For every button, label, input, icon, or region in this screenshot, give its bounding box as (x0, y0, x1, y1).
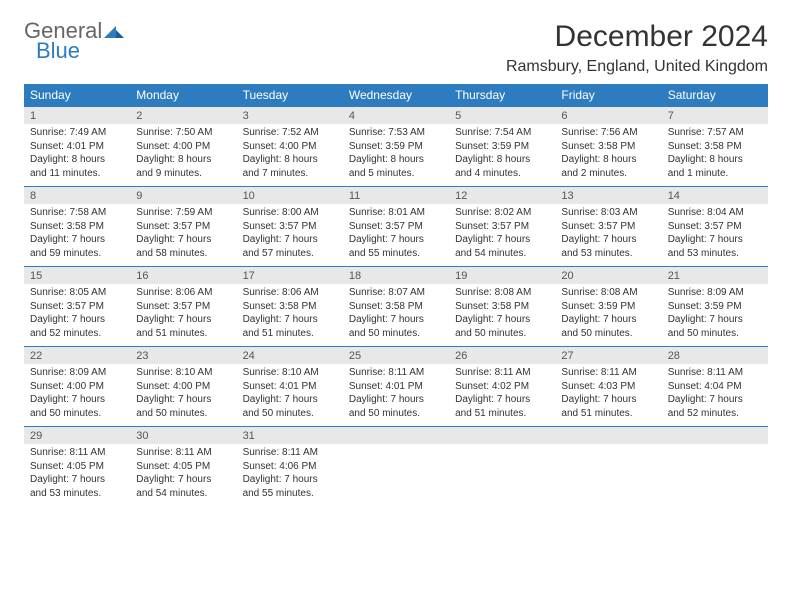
day-number-1: 1 (24, 107, 130, 125)
day-number-3: 3 (237, 107, 343, 125)
week-3-body: Sunrise: 8:05 AMSunset: 3:57 PMDaylight:… (24, 284, 768, 347)
day-header-friday: Friday (555, 84, 661, 107)
day-number-13: 13 (555, 187, 661, 205)
day-number-14: 14 (662, 187, 768, 205)
day-header-sunday: Sunday (24, 84, 130, 107)
week-5-numbers: 293031 (24, 427, 768, 445)
day-number-4: 4 (343, 107, 449, 125)
day-number-12: 12 (449, 187, 555, 205)
day-cell-18: Sunrise: 8:07 AMSunset: 3:58 PMDaylight:… (343, 284, 449, 347)
day-number-empty (555, 427, 661, 445)
day-cell-31: Sunrise: 8:11 AMSunset: 4:06 PMDaylight:… (237, 444, 343, 506)
day-cell-9: Sunrise: 7:59 AMSunset: 3:57 PMDaylight:… (130, 204, 236, 267)
week-1-body: Sunrise: 7:49 AMSunset: 4:01 PMDaylight:… (24, 124, 768, 187)
day-cell-10: Sunrise: 8:00 AMSunset: 3:57 PMDaylight:… (237, 204, 343, 267)
day-number-17: 17 (237, 267, 343, 285)
header: General Blue December 2024 Ramsbury, Eng… (24, 20, 768, 76)
day-number-7: 7 (662, 107, 768, 125)
day-cell-empty (449, 444, 555, 506)
day-number-18: 18 (343, 267, 449, 285)
day-number-16: 16 (130, 267, 236, 285)
day-number-20: 20 (555, 267, 661, 285)
day-number-23: 23 (130, 347, 236, 365)
day-header-saturday: Saturday (662, 84, 768, 107)
day-cell-21: Sunrise: 8:09 AMSunset: 3:59 PMDaylight:… (662, 284, 768, 347)
day-cell-12: Sunrise: 8:02 AMSunset: 3:57 PMDaylight:… (449, 204, 555, 267)
day-cell-27: Sunrise: 8:11 AMSunset: 4:03 PMDaylight:… (555, 364, 661, 427)
day-number-2: 2 (130, 107, 236, 125)
day-cell-7: Sunrise: 7:57 AMSunset: 3:58 PMDaylight:… (662, 124, 768, 187)
day-header-row: SundayMondayTuesdayWednesdayThursdayFrid… (24, 84, 768, 107)
day-number-26: 26 (449, 347, 555, 365)
day-number-10: 10 (237, 187, 343, 205)
day-cell-30: Sunrise: 8:11 AMSunset: 4:05 PMDaylight:… (130, 444, 236, 506)
day-number-19: 19 (449, 267, 555, 285)
day-cell-13: Sunrise: 8:03 AMSunset: 3:57 PMDaylight:… (555, 204, 661, 267)
logo-icon (104, 20, 124, 42)
day-number-15: 15 (24, 267, 130, 285)
week-1-numbers: 1234567 (24, 107, 768, 125)
day-header-monday: Monday (130, 84, 236, 107)
day-number-28: 28 (662, 347, 768, 365)
week-3-numbers: 15161718192021 (24, 267, 768, 285)
day-number-24: 24 (237, 347, 343, 365)
day-header-thursday: Thursday (449, 84, 555, 107)
day-number-5: 5 (449, 107, 555, 125)
page-title: December 2024 (506, 20, 768, 54)
day-number-25: 25 (343, 347, 449, 365)
logo: General Blue (24, 20, 124, 62)
day-number-27: 27 (555, 347, 661, 365)
week-4-body: Sunrise: 8:09 AMSunset: 4:00 PMDaylight:… (24, 364, 768, 427)
day-number-8: 8 (24, 187, 130, 205)
day-number-9: 9 (130, 187, 236, 205)
week-2-body: Sunrise: 7:58 AMSunset: 3:58 PMDaylight:… (24, 204, 768, 267)
day-cell-16: Sunrise: 8:06 AMSunset: 3:57 PMDaylight:… (130, 284, 236, 347)
day-cell-empty (555, 444, 661, 506)
day-cell-23: Sunrise: 8:10 AMSunset: 4:00 PMDaylight:… (130, 364, 236, 427)
day-number-empty (343, 427, 449, 445)
day-cell-15: Sunrise: 8:05 AMSunset: 3:57 PMDaylight:… (24, 284, 130, 347)
day-cell-17: Sunrise: 8:06 AMSunset: 3:58 PMDaylight:… (237, 284, 343, 347)
logo-line2: Blue (36, 40, 80, 62)
calendar-table: SundayMondayTuesdayWednesdayThursdayFrid… (24, 84, 768, 506)
day-number-22: 22 (24, 347, 130, 365)
day-cell-22: Sunrise: 8:09 AMSunset: 4:00 PMDaylight:… (24, 364, 130, 427)
day-number-21: 21 (662, 267, 768, 285)
day-cell-24: Sunrise: 8:10 AMSunset: 4:01 PMDaylight:… (237, 364, 343, 427)
day-cell-14: Sunrise: 8:04 AMSunset: 3:57 PMDaylight:… (662, 204, 768, 267)
week-5-body: Sunrise: 8:11 AMSunset: 4:05 PMDaylight:… (24, 444, 768, 506)
day-cell-19: Sunrise: 8:08 AMSunset: 3:58 PMDaylight:… (449, 284, 555, 347)
day-header-tuesday: Tuesday (237, 84, 343, 107)
day-cell-26: Sunrise: 8:11 AMSunset: 4:02 PMDaylight:… (449, 364, 555, 427)
day-number-29: 29 (24, 427, 130, 445)
day-header-wednesday: Wednesday (343, 84, 449, 107)
day-number-30: 30 (130, 427, 236, 445)
day-cell-20: Sunrise: 8:08 AMSunset: 3:59 PMDaylight:… (555, 284, 661, 347)
day-cell-8: Sunrise: 7:58 AMSunset: 3:58 PMDaylight:… (24, 204, 130, 267)
day-number-empty (449, 427, 555, 445)
day-cell-4: Sunrise: 7:53 AMSunset: 3:59 PMDaylight:… (343, 124, 449, 187)
day-number-6: 6 (555, 107, 661, 125)
day-cell-2: Sunrise: 7:50 AMSunset: 4:00 PMDaylight:… (130, 124, 236, 187)
day-cell-28: Sunrise: 8:11 AMSunset: 4:04 PMDaylight:… (662, 364, 768, 427)
week-4-numbers: 22232425262728 (24, 347, 768, 365)
day-number-31: 31 (237, 427, 343, 445)
week-2-numbers: 891011121314 (24, 187, 768, 205)
location: Ramsbury, England, United Kingdom (506, 58, 768, 76)
day-number-empty (662, 427, 768, 445)
day-cell-29: Sunrise: 8:11 AMSunset: 4:05 PMDaylight:… (24, 444, 130, 506)
day-cell-empty (343, 444, 449, 506)
day-cell-25: Sunrise: 8:11 AMSunset: 4:01 PMDaylight:… (343, 364, 449, 427)
day-cell-3: Sunrise: 7:52 AMSunset: 4:00 PMDaylight:… (237, 124, 343, 187)
day-cell-11: Sunrise: 8:01 AMSunset: 3:57 PMDaylight:… (343, 204, 449, 267)
day-number-11: 11 (343, 187, 449, 205)
day-cell-1: Sunrise: 7:49 AMSunset: 4:01 PMDaylight:… (24, 124, 130, 187)
day-cell-6: Sunrise: 7:56 AMSunset: 3:58 PMDaylight:… (555, 124, 661, 187)
day-cell-empty (662, 444, 768, 506)
day-cell-5: Sunrise: 7:54 AMSunset: 3:59 PMDaylight:… (449, 124, 555, 187)
